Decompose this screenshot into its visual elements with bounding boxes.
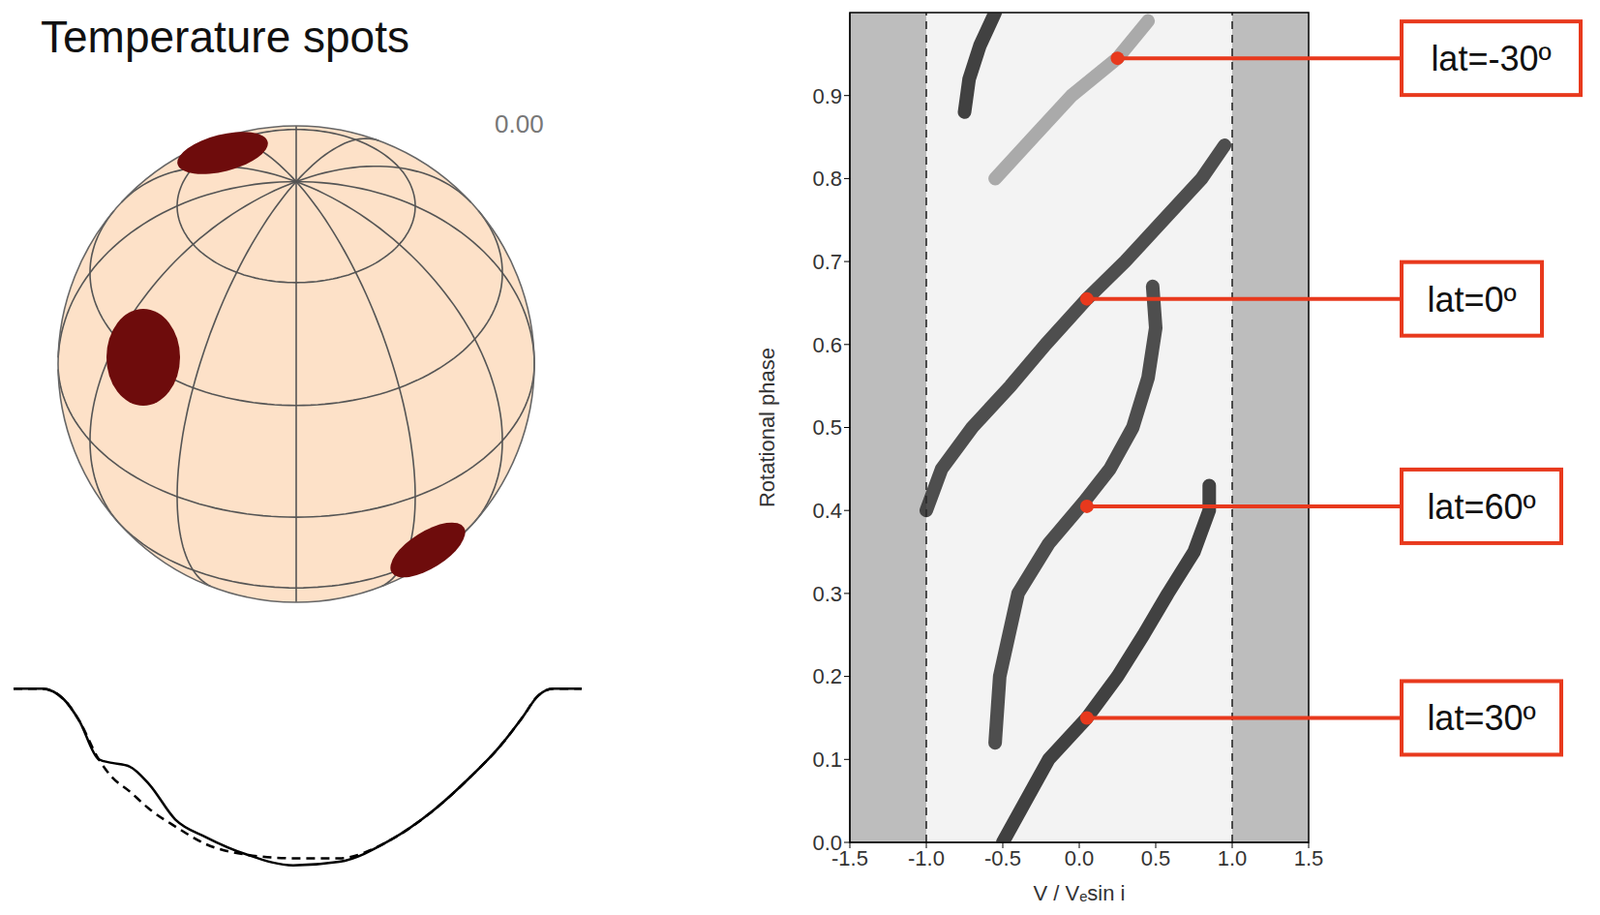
svg-text:1.0: 1.0 bbox=[1217, 845, 1248, 871]
svg-text:0.4: 0.4 bbox=[812, 498, 843, 523]
svg-text:Rotational phase: Rotational phase bbox=[754, 347, 780, 508]
svg-text:0.8: 0.8 bbox=[812, 166, 843, 191]
svg-text:Temperature spots: Temperature spots bbox=[40, 11, 410, 62]
svg-text:lat=30º: lat=30º bbox=[1426, 697, 1536, 738]
svg-text:0.5: 0.5 bbox=[812, 415, 843, 440]
svg-text:V / Vₑsin i: V / Vₑsin i bbox=[1033, 880, 1126, 906]
svg-text:lat=0º: lat=0º bbox=[1426, 279, 1516, 320]
svg-text:0.2: 0.2 bbox=[812, 664, 843, 689]
svg-text:0.0: 0.0 bbox=[812, 830, 843, 855]
svg-text:0.7: 0.7 bbox=[812, 249, 843, 274]
svg-text:lat=60º: lat=60º bbox=[1426, 486, 1536, 527]
svg-text:-0.5: -0.5 bbox=[984, 845, 1022, 871]
svg-text:lat=-30º: lat=-30º bbox=[1430, 38, 1551, 79]
svg-text:0.1: 0.1 bbox=[812, 747, 843, 772]
svg-text:-1.0: -1.0 bbox=[907, 845, 945, 871]
svg-text:-1.5: -1.5 bbox=[831, 845, 869, 870]
svg-text:0.00: 0.00 bbox=[494, 109, 544, 139]
svg-text:0.6: 0.6 bbox=[812, 332, 843, 358]
svg-text:0.5: 0.5 bbox=[1141, 845, 1172, 871]
svg-text:0.9: 0.9 bbox=[812, 84, 843, 109]
svg-text:1.5: 1.5 bbox=[1294, 845, 1325, 871]
svg-text:0.3: 0.3 bbox=[812, 581, 843, 606]
svg-text:0.0: 0.0 bbox=[1064, 845, 1095, 871]
